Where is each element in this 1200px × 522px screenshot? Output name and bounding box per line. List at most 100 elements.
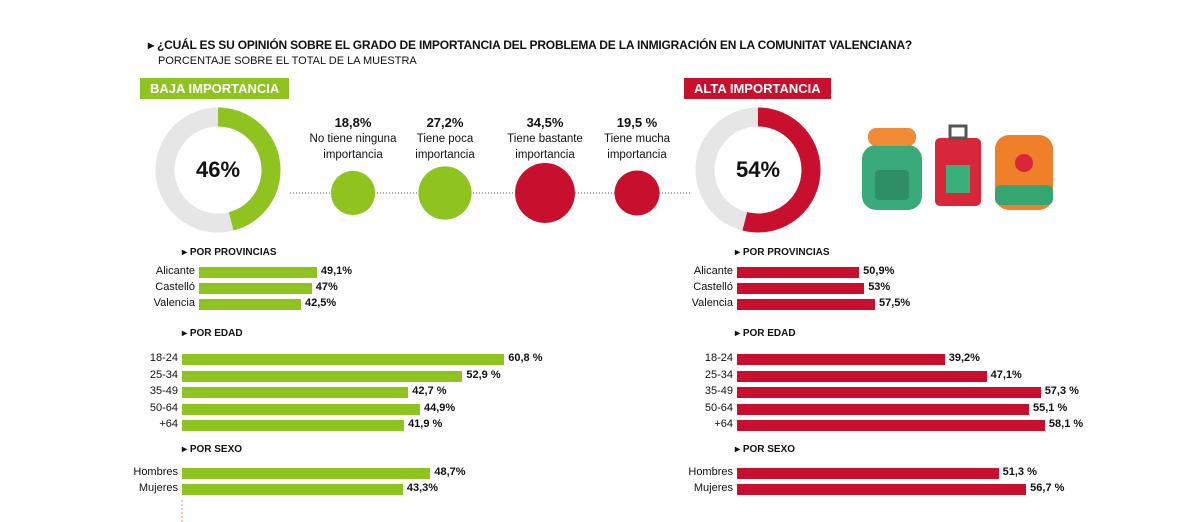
bar-category: +64	[159, 418, 178, 430]
bar-category: 25-34	[704, 368, 733, 381]
bar-value: 57,5%	[879, 297, 911, 309]
section-title-text: POR EDAD	[742, 328, 796, 339]
bar-value: 58,1 %	[1048, 418, 1084, 430]
bar-category: Valencia	[691, 297, 733, 309]
bar	[182, 403, 420, 415]
bar-category: 35-49	[149, 385, 178, 397]
option-text: Tiene bastante importancia	[507, 133, 583, 161]
bar-category: 35-49	[704, 385, 733, 397]
bar-category: Alicante	[693, 265, 733, 277]
bar-value: 57,3 %	[1044, 385, 1079, 397]
bar	[737, 484, 1027, 495]
bar-value: 55,1 %	[1033, 401, 1068, 414]
bar-category: Hombres	[133, 466, 178, 478]
section-title-text: POR SEXO	[742, 444, 796, 455]
option-pct: 19,5 %	[616, 115, 658, 130]
chart-title: ▸ ¿CUÁL ES SU OPINIÓN SOBRE EL GRADO DE …	[148, 38, 913, 52]
bar	[182, 387, 409, 398]
option-text: Tiene mucha importancia	[603, 133, 671, 161]
bar-value: 48,7%	[434, 466, 466, 478]
bar	[737, 420, 1045, 431]
bar-value: 51,3 %	[1002, 466, 1037, 478]
bar-value: 41,9 %	[408, 418, 443, 430]
chart-subtitle: PORCENTAJE SOBRE EL TOTAL DE LA MUESTRA	[158, 55, 417, 67]
section-title-2: ▸ POR SEXO	[182, 444, 243, 455]
donut-label: 54%	[735, 157, 781, 182]
bar	[737, 403, 1030, 415]
section-title-text: POR EDAD	[189, 328, 243, 339]
bar	[199, 299, 301, 310]
option-label: 34,5% Tiene bastante importancia	[485, 115, 605, 163]
bar-value: 47,1%	[990, 368, 1022, 381]
bar-value: 43,3%	[406, 482, 439, 494]
bar-value: 53%	[868, 281, 891, 293]
section-title-1: ▸ POR EDAD	[182, 328, 243, 339]
section-title-text: POR PROVINCIAS	[189, 247, 277, 258]
bar-category: Castelló	[155, 281, 195, 293]
bubble-1	[418, 166, 472, 220]
donut-label: 46%	[195, 157, 241, 182]
bar	[182, 420, 405, 431]
bar-value: 47%	[315, 281, 338, 293]
high-importance-badge: ALTA IMPORTANCIA	[684, 78, 831, 99]
section-title-2: ▸ POR SEXO	[735, 444, 796, 455]
donut-segment	[217, 107, 281, 231]
option-label: 19,5 % Tiene mucha importancia	[577, 115, 697, 163]
backpack-green-roll	[868, 128, 916, 146]
bar-value: 44,9%	[423, 401, 456, 414]
bar	[182, 354, 505, 365]
title-text: ¿CUÁL ES SU OPINIÓN SOBRE EL GRADO DE IM…	[156, 38, 913, 52]
section-title-text: POR PROVINCIAS	[742, 247, 830, 258]
bar	[737, 267, 860, 278]
backpack-green-pocket	[875, 170, 909, 200]
bar-value: 50,9%	[863, 265, 895, 277]
low-importance-badge: BAJA IMPORTANCIA	[140, 78, 290, 99]
bar-value: 60,8 %	[508, 352, 543, 364]
bubble-0	[330, 170, 376, 216]
bar-category: +64	[714, 418, 733, 430]
bar-category: Castelló	[693, 281, 733, 293]
bar-value: 39,2%	[948, 352, 980, 364]
backpack-orange-roll	[995, 185, 1053, 205]
suitcase-handle	[948, 124, 968, 140]
bar-category: 25-34	[149, 368, 178, 381]
bar	[737, 387, 1041, 398]
option-pct: 18,8%	[334, 115, 372, 130]
bar-category: 18-24	[149, 352, 178, 364]
suitcase-tag	[946, 165, 970, 193]
bar	[182, 370, 463, 382]
section-title-text: POR SEXO	[189, 444, 243, 455]
bar-category: Mujeres	[693, 482, 733, 494]
option-label: 27,2% Tiene poca importancia	[385, 115, 505, 163]
bar	[199, 267, 317, 278]
bar	[737, 299, 875, 310]
bar-category: Alicante	[155, 265, 195, 277]
bar	[182, 468, 431, 479]
bubble-2	[515, 163, 575, 223]
bar-category: 50-64	[149, 401, 178, 414]
bar-category: 18-24	[704, 352, 733, 364]
backpack-orange-pocket	[1015, 154, 1033, 172]
section-title-1: ▸ POR EDAD	[735, 328, 796, 339]
section-title-0: ▸ POR PROVINCIAS	[182, 247, 277, 258]
bar	[737, 370, 987, 382]
bar-category: 50-64	[704, 401, 733, 414]
option-text: No tiene ninguna importancia	[309, 133, 397, 161]
bar	[737, 283, 865, 294]
bar	[182, 484, 403, 495]
option-pct: 34,5%	[526, 115, 564, 130]
bar-category: Mujeres	[138, 482, 178, 494]
bar	[737, 354, 945, 365]
donut-segment	[742, 107, 821, 233]
bar-category: Hombres	[688, 466, 733, 478]
bar-value: 52,9 %	[466, 368, 501, 381]
option-text: Tiene poca importancia	[415, 133, 475, 161]
bar-value: 56,7 %	[1030, 482, 1065, 494]
option-pct: 27,2%	[426, 115, 464, 130]
bar-value: 49,1%	[320, 265, 353, 277]
bubble-3	[614, 170, 660, 216]
option-label: 18,8% No tiene ninguna importancia	[293, 115, 413, 163]
bar	[737, 468, 999, 479]
bar	[199, 283, 312, 294]
